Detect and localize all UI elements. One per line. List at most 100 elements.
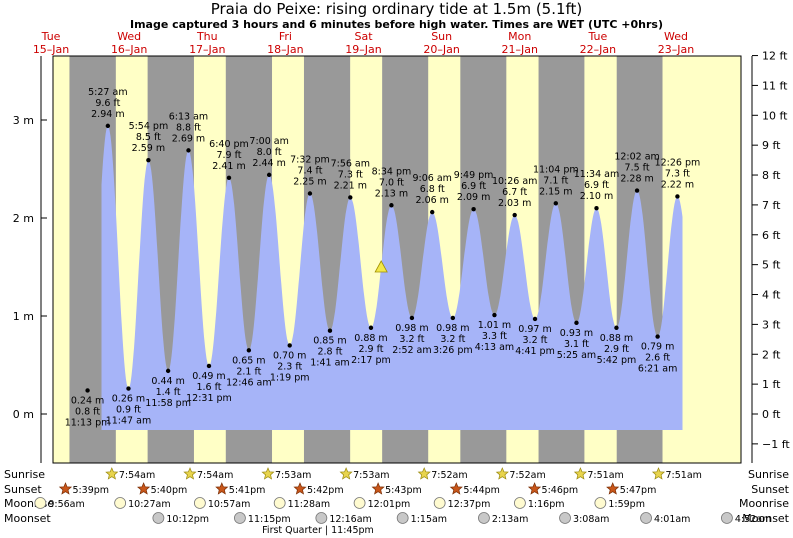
- tide-label: 2.6 ft: [645, 353, 670, 364]
- y-tick-label-ft: 2 ft: [762, 348, 781, 361]
- sunrise-time: 7:52am: [431, 470, 467, 481]
- tide-point-low: [287, 343, 292, 348]
- tide-point-high: [675, 194, 680, 199]
- tide-label: 2.13 m: [375, 188, 408, 199]
- tide-point-high: [348, 195, 353, 200]
- moonrise-time: 12:01pm: [368, 499, 411, 510]
- tide-label: 1.6 ft: [196, 382, 221, 393]
- tide-label: 2:52 am: [392, 345, 431, 356]
- sunrise-icon: [105, 467, 119, 480]
- tide-label: 0.44 m: [151, 376, 184, 387]
- tide-label: 4:41 pm: [515, 346, 555, 357]
- day-label-date: 22–Jan: [580, 43, 616, 56]
- tide-label: 4:13 am: [475, 342, 514, 353]
- tide-point-high: [389, 203, 394, 208]
- moonrise-icon: [34, 497, 47, 509]
- tide-label: 1:41 am: [310, 358, 349, 369]
- moonset-time: 4:52am: [735, 514, 771, 525]
- y-tick-label-ft: 12 ft: [762, 50, 788, 63]
- tide-label: 7:00 am: [249, 136, 288, 147]
- tide-point-low: [492, 312, 497, 318]
- tide-label: 8.0 ft: [257, 147, 282, 158]
- tide-point-low: [532, 316, 538, 322]
- tide-label: 2.69 m: [172, 133, 205, 144]
- tide-label: 11:13 pm: [65, 417, 111, 428]
- tide-label: 2.21 m: [334, 180, 367, 191]
- tide-point-high: [594, 206, 599, 211]
- moonset-time: 1:15am: [411, 514, 447, 525]
- tide-label: 0.49 m: [192, 371, 225, 382]
- day-label-date: 15–Jan: [33, 43, 69, 56]
- moonset-time: 10:12pm: [166, 514, 209, 525]
- sunset-icon: [137, 482, 151, 495]
- moonset-icon: [315, 512, 328, 524]
- sunset-icon: [527, 482, 542, 495]
- moonrise-time: 12:37pm: [448, 499, 491, 510]
- tide-point-high: [105, 123, 111, 129]
- day-label-date: 16–Jan: [111, 43, 147, 56]
- tide-label: 0.97 m: [518, 324, 551, 335]
- moonrise-icon: [273, 497, 286, 509]
- tide-curve: [101, 125, 683, 431]
- tide-label: 2.44 m: [252, 158, 285, 169]
- moonrise-icon: [594, 497, 607, 509]
- moonset-icon: [478, 512, 490, 524]
- tide-label: 5:25 am: [557, 350, 596, 361]
- tide-label: 0.98 m: [436, 323, 469, 334]
- row-label-right-sunset: Sunset: [751, 483, 789, 496]
- moonset-icon: [152, 512, 165, 524]
- plot-frame: [52, 55, 742, 464]
- tide-curve-layer: [101, 125, 683, 431]
- y-tick-label-ft: 6 ft: [762, 229, 781, 242]
- tide-label: 7.9 ft: [216, 150, 241, 161]
- sunset-time: 5:40pm: [151, 485, 188, 496]
- y-tick-label-ft: −1 ft: [762, 438, 790, 451]
- tide-label: 8.5 ft: [136, 132, 161, 143]
- moon-phase-note: First Quarter | 11:45pm: [262, 525, 374, 536]
- tide-label: 6:40 pm: [209, 139, 249, 150]
- tide-label: 8.8 ft: [176, 122, 201, 133]
- tide-label: 7.0 ft: [379, 177, 404, 188]
- tide-label: 2.03 m: [498, 198, 531, 209]
- tide-point-high: [146, 157, 151, 163]
- tide-label: 0.98 m: [395, 323, 428, 334]
- chart-subtitle: Image captured 3 hours and 6 minutes bef…: [129, 18, 664, 31]
- day-label-dow: Wed: [117, 30, 141, 43]
- tide-label: 2.3 ft: [277, 361, 302, 372]
- tide-label: 7.3 ft: [338, 169, 363, 180]
- tide-label: 12:26 pm: [655, 157, 701, 168]
- sunset-time: 5:44pm: [463, 485, 500, 496]
- tide-label: 0.70 m: [273, 350, 306, 361]
- sunrise-time: 7:51am: [666, 470, 702, 481]
- tide-label: 3:26 pm: [433, 345, 473, 356]
- axes-layer: 0 m 1 m 2 m 3 m −1 ft 0 ft 1 ft 2 ft 3 ft 4 ft 5 f…: [13, 50, 790, 464]
- row-label-right-moonrise: Moonrise: [739, 497, 789, 510]
- tide-point-low: [614, 325, 619, 330]
- row-label-left-moonset: Moonset: [4, 512, 51, 525]
- sunset-time: 5:39pm: [72, 485, 109, 496]
- moonrise-time: 10:57am: [208, 499, 250, 510]
- tide-label: 2.41 m: [212, 161, 245, 172]
- tide-point-low: [126, 386, 131, 391]
- moonset-time: 3:08am: [573, 514, 609, 525]
- sunrise-icon: [183, 467, 197, 480]
- y-tick-label-ft: 9 ft: [762, 139, 781, 152]
- tide-label: 2.09 m: [457, 192, 490, 203]
- sunset-icon: [293, 482, 307, 495]
- tide-point-low: [655, 334, 660, 339]
- moonset-icon: [640, 512, 652, 524]
- tide-label: 9.6 ft: [95, 98, 120, 109]
- row-label-right-moonset: Moonset: [742, 512, 789, 525]
- tide-point-high: [226, 175, 232, 181]
- tide-label: 9:06 am: [413, 173, 452, 184]
- tide-label: 11:34 am: [574, 169, 619, 180]
- tide-point-low: [246, 348, 252, 353]
- day-label-dow: Mon: [508, 30, 531, 43]
- tide-label: 3.2 ft: [440, 334, 465, 345]
- tide-label: 6.9 ft: [461, 181, 486, 192]
- sunrise-time: 7:53am: [353, 470, 389, 481]
- day-label-dow: Wed: [664, 30, 688, 43]
